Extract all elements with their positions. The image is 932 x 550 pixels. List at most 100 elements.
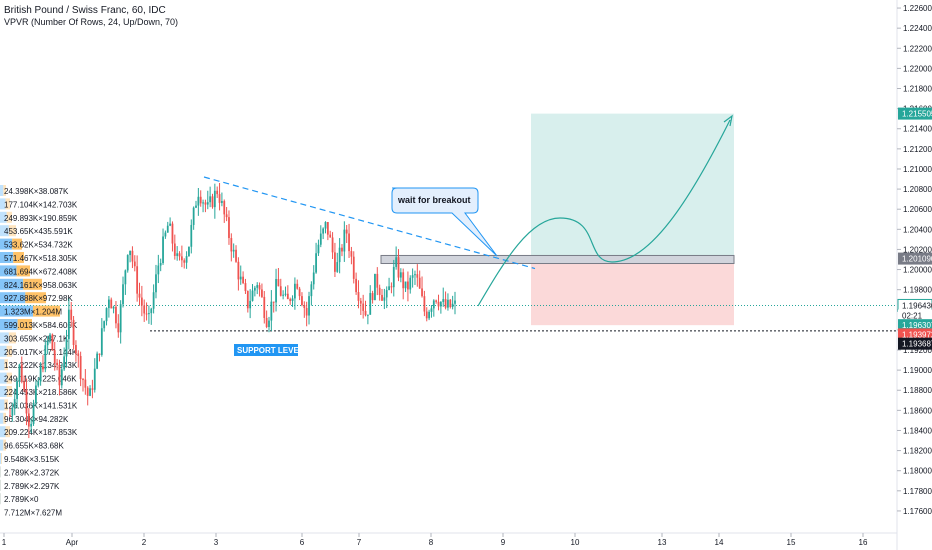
volume-profile-label: 224.453K×218.586K [4,388,78,397]
candle-body [225,214,228,218]
price-tick-label: 1.184000 [903,426,932,435]
indicator-label: VPVR (Number Of Rows, 24, Up/Down, 70) [4,17,178,27]
candle-body [27,413,30,427]
candle-body [223,201,226,215]
volume-bar-up [0,332,9,344]
candle-body [58,364,61,386]
candle-body [230,238,233,252]
candle-body [188,246,190,257]
chart-title: British Pound / Swiss Franc, 60, IDC [4,5,166,16]
candle-body [211,196,214,208]
candle-body [411,275,414,278]
candle-body [239,276,242,280]
candle-body [282,294,285,296]
candle-body [119,304,122,333]
candle-body [98,353,101,355]
candle-body [56,362,58,365]
candle-body [51,334,54,351]
volume-bar-up [0,345,7,357]
volume-profile-label: 96.655K×83.68K [4,442,64,451]
projection-arrowhead [723,114,733,127]
candle-body [65,339,68,357]
candle-body [221,201,223,203]
volume-profile: 24.398K×38.087K 177.104K×142.703K 249.893K… [0,185,78,518]
support-label: SUPPORT LEVEL [237,346,304,355]
candle-body [11,408,14,416]
candle-body [378,287,381,295]
price-axis: 1.226000 1.224000 1.222000 1.220000 1.218000… [896,0,932,550]
candle-body [301,296,303,306]
volume-bar-up [0,439,4,451]
candle-body [216,190,219,195]
volume-profile-label: 209.224K×187.853K [4,428,78,437]
volume-bar-up [0,292,26,304]
candle-body [180,256,183,261]
candle-body [86,387,89,396]
price-label: 1.196307 [902,321,932,330]
volume-profile-label: 1.323M×1.204M [4,308,62,317]
candle-body [383,297,386,301]
price-tick-label: 1.190000 [903,366,932,375]
volume-bar-up [0,265,17,277]
candle-body [166,225,169,233]
volume-profile-label: 571.467K×518.305K [4,254,78,263]
candle-body [390,286,393,288]
callout[interactable]: wait for breakout [391,187,498,257]
candle-body [430,308,433,312]
price-tick-label: 1.208000 [903,185,932,194]
candle-body [39,366,42,382]
candle-body [124,270,127,285]
candle-body [366,314,369,316]
time-tick-label: 9 [501,538,506,547]
volume-profile-label: 2.789K×2.372K [4,468,60,477]
volume-bar-up [0,225,9,237]
candle-body [93,368,96,390]
volume-bar-down [6,345,12,357]
candle-body [169,223,172,226]
candle-body [103,321,106,329]
price-label: 02:21 [902,312,923,321]
candle-body [183,260,186,263]
candle-body [204,202,207,205]
time-tick-label: 14 [715,538,724,547]
candle-body [369,293,372,315]
candle-body [18,364,21,382]
candle-body [425,311,428,319]
candle-body [249,300,252,309]
candle-body [364,310,367,316]
candle-body [437,301,440,307]
candle-body [326,222,329,235]
candle-body [336,262,339,272]
volume-bar-down [4,399,8,411]
volume-bar-up [0,412,4,424]
candle-body [454,300,456,304]
candle-body [303,305,306,309]
drawings [203,114,733,307]
volume-bar-up [0,466,1,478]
candle-body [277,279,280,287]
candle-body [148,313,150,315]
candle-body [100,328,103,355]
candle-body [192,207,195,225]
price-tick-label: 1.176000 [903,507,932,516]
candle-body [70,309,73,320]
candle-body [138,293,141,298]
volume-profile-label: 2.789K×0 [4,495,39,504]
candle-body [312,272,315,285]
candle-body [9,415,11,417]
candle-body [362,303,365,311]
candle-body [232,249,235,252]
volume-bar-up [0,386,7,397]
price-tick-label: 1.218000 [903,85,932,94]
volume-bar-up [0,211,7,223]
candle-body [308,296,310,316]
candle-body [44,345,47,370]
candle-body [451,303,454,308]
volume-profile-label: 126.036K×141.531K [4,401,78,410]
candle-body [329,234,332,238]
price-tick-label: 1.206000 [903,205,932,214]
candle-body [265,317,268,327]
price-label-bg [898,328,932,341]
candle-body [296,283,299,289]
